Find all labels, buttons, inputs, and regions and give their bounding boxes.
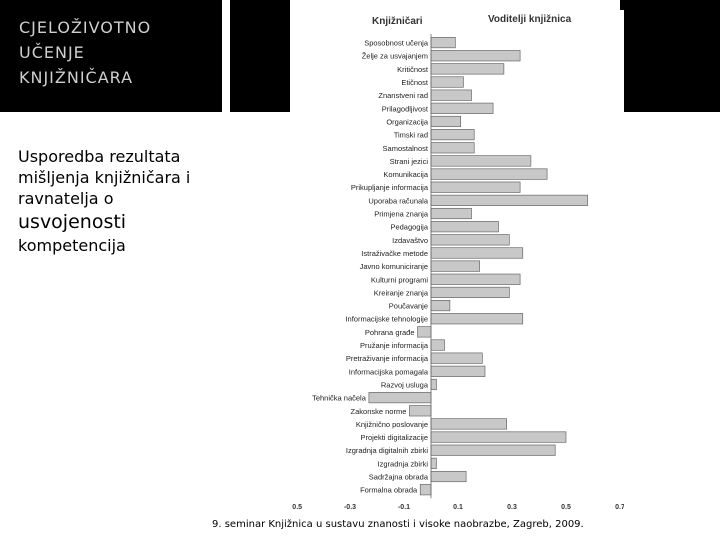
- bar-31: [430, 444, 556, 456]
- bar-24: [430, 352, 483, 364]
- bar-3: [430, 76, 464, 88]
- bar-21: [430, 313, 524, 325]
- category-label-2: Kritičnost: [397, 65, 429, 74]
- category-label-20: Poučavanje: [389, 302, 428, 311]
- bar-28: [409, 405, 432, 417]
- bar-16: [430, 247, 524, 259]
- category-label-18: Kulturni programi: [371, 275, 428, 284]
- bar-2: [430, 63, 505, 75]
- category-label-10: Komunikacija: [383, 170, 428, 179]
- category-label-23: Pružanje informacija: [360, 341, 429, 350]
- bar-12: [430, 194, 588, 206]
- bar-22: [417, 326, 432, 338]
- category-label-22: Pohrana građe: [365, 328, 415, 337]
- category-label-27: Tehnička načela: [312, 394, 367, 403]
- category-label-32: Izgradnja zbirki: [378, 459, 429, 468]
- description-text: Usporedba rezultata mišljenja knjižničar…: [18, 147, 191, 208]
- category-label-1: Želje za usvajanjem: [362, 52, 428, 61]
- slide-description: Usporedba rezultata mišljenja knjižničar…: [18, 146, 218, 256]
- category-label-33: Sadržajna obrada: [369, 473, 429, 482]
- description-emphasis: usvojenosti: [18, 211, 127, 233]
- x-tick-label-6: 0.7: [615, 504, 624, 511]
- bar-34: [419, 484, 432, 496]
- title-block: CJELOŽIVOTNO UČENJE KNJIŽNIČARA: [0, 0, 222, 112]
- bar-30: [430, 431, 567, 443]
- category-label-0: Sposobnost učenja: [364, 39, 429, 48]
- category-label-15: Izdavaštvo: [392, 236, 428, 245]
- bar-33: [430, 470, 467, 483]
- header-decoration-bar-right: [620, 0, 720, 112]
- title-line-1: CJELOŽIVOTNO: [19, 18, 152, 37]
- bar-7: [430, 129, 475, 141]
- footer-text: 9. seminar Knjižnica u sustavu znanosti …: [212, 519, 584, 530]
- category-label-21: Informacijske tehnologije: [345, 315, 428, 324]
- bar-20: [430, 300, 451, 312]
- bar-25: [430, 365, 486, 377]
- category-label-6: Organizacija: [386, 117, 429, 126]
- bar-4: [430, 89, 472, 101]
- x-tick-label-5: 0.5: [561, 504, 571, 511]
- bar-8: [430, 142, 475, 154]
- bar-19: [430, 286, 510, 298]
- x-tick-label-4: 0.3: [507, 504, 517, 511]
- category-label-34: Formalna obrada: [360, 486, 418, 495]
- bar-6: [430, 115, 462, 128]
- category-label-19: Kreiranje znanja: [374, 288, 429, 297]
- category-label-16: Istraživačke metode: [361, 249, 428, 258]
- x-tick-label-3: 0.1: [453, 504, 463, 511]
- bar-14: [430, 221, 499, 233]
- chart-title-right: Voditelji knjižnica: [488, 14, 572, 25]
- bar-9: [430, 155, 532, 167]
- title-line-2: UČENJE: [19, 43, 85, 62]
- bar-15: [430, 234, 510, 246]
- category-label-29: Knjižnično poslovanje: [356, 420, 428, 429]
- category-label-11: Prikupljanje informacija: [351, 183, 429, 192]
- category-label-13: Primjena znanja: [374, 210, 429, 219]
- category-label-9: Strani jezici: [390, 157, 429, 166]
- bar-29: [430, 418, 507, 430]
- x-tick-label-2: -0.1: [398, 504, 410, 511]
- category-label-7: Timski rad: [394, 131, 428, 140]
- bar-23: [430, 339, 445, 351]
- category-label-3: Etičnost: [401, 78, 429, 87]
- description-text-end: kompetencija: [18, 236, 126, 255]
- bar-chart: Knjižničari Voditelji knjižnica Sposobnost…: [292, 14, 624, 511]
- category-label-28: Zakonske norme: [351, 407, 407, 416]
- bar-5: [430, 102, 494, 114]
- category-label-25: Informacijska pomagala: [349, 367, 429, 376]
- bar-32: [430, 457, 437, 469]
- title-line-3: KNJIŽNIČARA: [19, 68, 134, 87]
- category-label-12: Uporaba računala: [368, 196, 428, 205]
- chart-title-left: Knjižničari: [372, 16, 423, 27]
- category-label-24: Pretraživanje informacija: [346, 354, 429, 363]
- bar-11: [430, 181, 521, 193]
- bar-26: [430, 378, 437, 391]
- chart-panel: Knjižničari Voditelji knjižnica Sposobnost…: [292, 10, 624, 511]
- category-label-17: Javno komuniciranje: [360, 262, 428, 271]
- category-label-14: Pedagogija: [390, 223, 428, 232]
- category-label-5: Prilagodljivost: [382, 104, 429, 113]
- bar-0: [430, 37, 456, 49]
- category-label-4: Znanstveni rad: [378, 91, 428, 100]
- bar-1: [430, 50, 521, 62]
- x-tick-label-1: -0.3: [344, 504, 356, 511]
- category-label-26: Razvoj usluga: [381, 380, 429, 389]
- header-decoration-bar: [230, 0, 290, 112]
- bar-13: [430, 207, 472, 220]
- x-tick-label-0: -0.5: [292, 504, 302, 511]
- category-label-8: Samostalnost: [383, 144, 429, 153]
- category-label-30: Projekti digitalizacije: [360, 433, 428, 442]
- bar-10: [430, 168, 548, 180]
- bar-27: [368, 392, 432, 404]
- category-label-31: Izgradnja digitalnih zbirki: [346, 446, 428, 455]
- bar-18: [430, 273, 521, 285]
- bar-17: [430, 260, 480, 272]
